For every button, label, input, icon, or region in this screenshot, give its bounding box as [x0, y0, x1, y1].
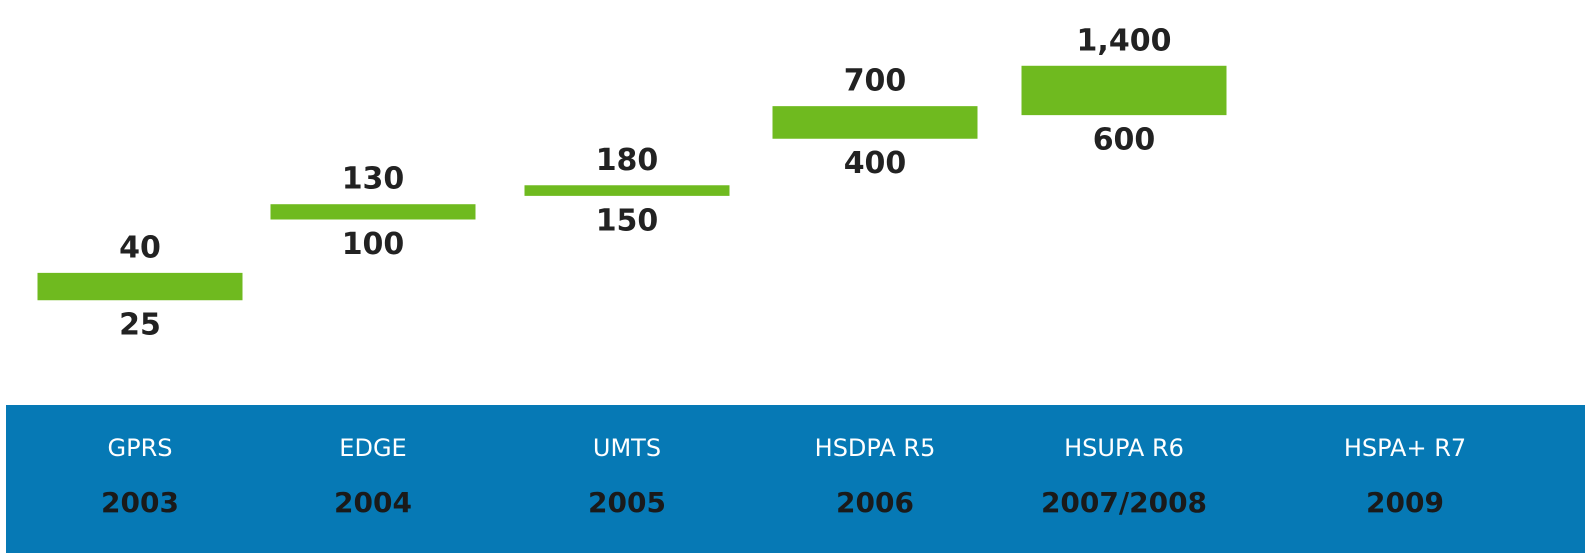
- low-label: 600: [1093, 123, 1156, 158]
- category-label: GPRS: [108, 434, 173, 462]
- range-bar: [37, 272, 243, 301]
- high-label: 700: [844, 64, 907, 99]
- category-label: UMTS: [593, 434, 661, 462]
- range-bar: [524, 185, 730, 196]
- low-label: 400: [844, 146, 907, 181]
- range-bar: [1021, 65, 1227, 116]
- year-label: 2005: [588, 486, 666, 519]
- range-bar: [270, 204, 476, 220]
- category-label: EDGE: [339, 434, 406, 462]
- low-label: 25: [119, 308, 161, 343]
- category-label: HSDPA R5: [815, 434, 936, 462]
- low-label: 150: [596, 203, 659, 238]
- high-label: 130: [342, 162, 405, 197]
- year-label: 2004: [334, 486, 412, 519]
- high-label: 40: [119, 230, 161, 265]
- category-label: HSPA+ R7: [1344, 434, 1466, 462]
- category-label: HSUPA R6: [1064, 434, 1184, 462]
- year-label: 2009: [1366, 486, 1444, 519]
- category-band: [6, 405, 1585, 553]
- low-label: 100: [342, 227, 405, 262]
- high-label: 1,400: [1077, 23, 1172, 58]
- year-label: 2003: [101, 486, 179, 519]
- year-label: 2007/2008: [1041, 486, 1207, 519]
- year-label: 2006: [836, 486, 914, 519]
- range-bar: [772, 106, 978, 139]
- high-label: 180: [596, 143, 659, 178]
